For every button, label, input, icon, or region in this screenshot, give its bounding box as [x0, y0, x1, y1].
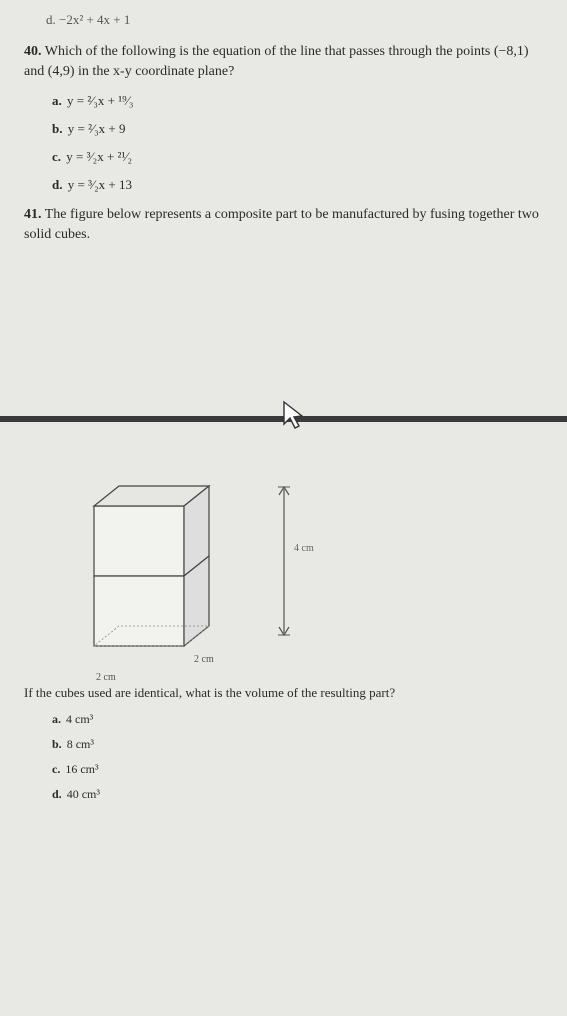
cursor-icon: [282, 400, 308, 430]
choice-eq: y = ³⁄₂x + ²¹⁄₂: [66, 149, 132, 164]
composite-cubes-figure: [74, 476, 254, 686]
choice-label: c.: [52, 149, 61, 164]
choice-eq: y = ³⁄₂x + 13: [68, 177, 132, 192]
q41-text: 41. The figure below represents a compos…: [24, 205, 549, 244]
choice-label: b.: [52, 121, 62, 136]
q40-text: 40. Which of the following is the equati…: [24, 42, 549, 81]
partial-prev-answer: d. −2x² + 4x + 1: [46, 12, 549, 28]
q40-body: Which of the following is the equation o…: [24, 44, 529, 79]
choice-label: a.: [52, 712, 61, 726]
q41-choice-d: d. 40 cm³: [52, 787, 549, 802]
choice-label: d.: [52, 177, 62, 192]
figure-area: 4 cm 2 cm 2 cm: [24, 256, 549, 676]
choice-eq: y = ²⁄₃x + 9: [68, 121, 126, 136]
question-41: 41. The figure below represents a compos…: [24, 205, 549, 244]
q41-choices: a. 4 cm³ b. 8 cm³ c. 16 cm³ d. 40 cm³: [52, 712, 549, 802]
q40-choices: a. y = ²⁄₃x + ¹⁹⁄₃ b. y = ²⁄₃x + 9 c. y …: [52, 93, 549, 193]
choice-label: d.: [52, 787, 62, 801]
dim-2cm-depth-label: 2 cm: [96, 672, 116, 683]
q41-choice-a: a. 4 cm³: [52, 712, 549, 727]
q41-followup-text: If the cubes used are identical, what is…: [24, 684, 549, 702]
question-40: 40. Which of the following is the equati…: [24, 42, 549, 193]
q41-followup: If the cubes used are identical, what is…: [0, 684, 567, 802]
dim-2cm-width-label: 2 cm: [194, 654, 214, 665]
q41-choice-c: c. 16 cm³: [52, 762, 549, 777]
q40-choice-b: b. y = ²⁄₃x + 9: [52, 121, 549, 137]
choice-val: 16 cm³: [65, 762, 98, 776]
choice-val: 40 cm³: [67, 787, 100, 801]
q40-choice-a: a. y = ²⁄₃x + ¹⁹⁄₃: [52, 93, 549, 109]
q41-choice-b: b. 8 cm³: [52, 737, 549, 752]
height-dimension: [276, 481, 296, 641]
choice-val: 4 cm³: [66, 712, 93, 726]
choice-eq: y = ²⁄₃x + ¹⁹⁄₃: [67, 93, 133, 108]
choice-label: b.: [52, 737, 62, 751]
q40-number: 40.: [24, 44, 42, 59]
choice-label: a.: [52, 93, 62, 108]
dim-4cm-label: 4 cm: [294, 543, 314, 554]
choice-label: c.: [52, 762, 60, 776]
choice-val: 8 cm³: [67, 737, 94, 751]
q41-body: The figure below represents a composite …: [24, 207, 539, 242]
q41-number: 41.: [24, 207, 42, 222]
q40-choice-d: d. y = ³⁄₂x + 13: [52, 177, 549, 193]
q40-choice-c: c. y = ³⁄₂x + ²¹⁄₂: [52, 149, 549, 165]
